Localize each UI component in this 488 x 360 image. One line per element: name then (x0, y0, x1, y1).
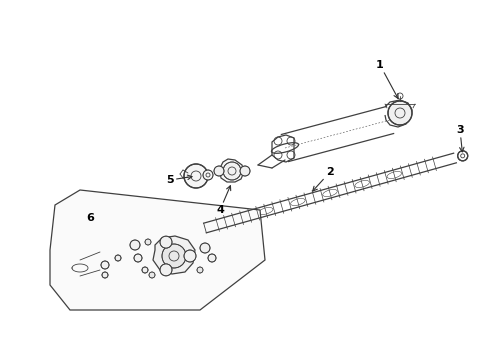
Circle shape (203, 170, 213, 180)
Circle shape (142, 267, 148, 273)
Circle shape (145, 239, 151, 245)
Circle shape (183, 164, 207, 188)
Circle shape (149, 272, 155, 278)
Circle shape (240, 166, 249, 176)
Text: 2: 2 (312, 167, 333, 191)
Circle shape (223, 162, 241, 180)
Text: 3: 3 (455, 125, 463, 152)
Circle shape (130, 240, 140, 250)
Text: 6: 6 (86, 213, 94, 223)
Circle shape (101, 261, 109, 269)
Circle shape (115, 255, 121, 261)
Circle shape (197, 267, 203, 273)
Text: 4: 4 (216, 186, 230, 215)
Polygon shape (50, 190, 264, 310)
Circle shape (200, 243, 209, 253)
Polygon shape (220, 159, 244, 182)
Circle shape (207, 254, 216, 262)
Circle shape (457, 151, 467, 161)
Text: 5: 5 (166, 175, 192, 185)
Circle shape (134, 254, 142, 262)
Circle shape (102, 272, 108, 278)
Circle shape (160, 264, 172, 276)
Polygon shape (153, 236, 195, 274)
Circle shape (214, 166, 224, 176)
Circle shape (183, 250, 196, 262)
Circle shape (160, 236, 172, 248)
Circle shape (387, 101, 411, 125)
Circle shape (396, 93, 402, 99)
Circle shape (162, 244, 185, 268)
Text: 1: 1 (375, 60, 397, 99)
